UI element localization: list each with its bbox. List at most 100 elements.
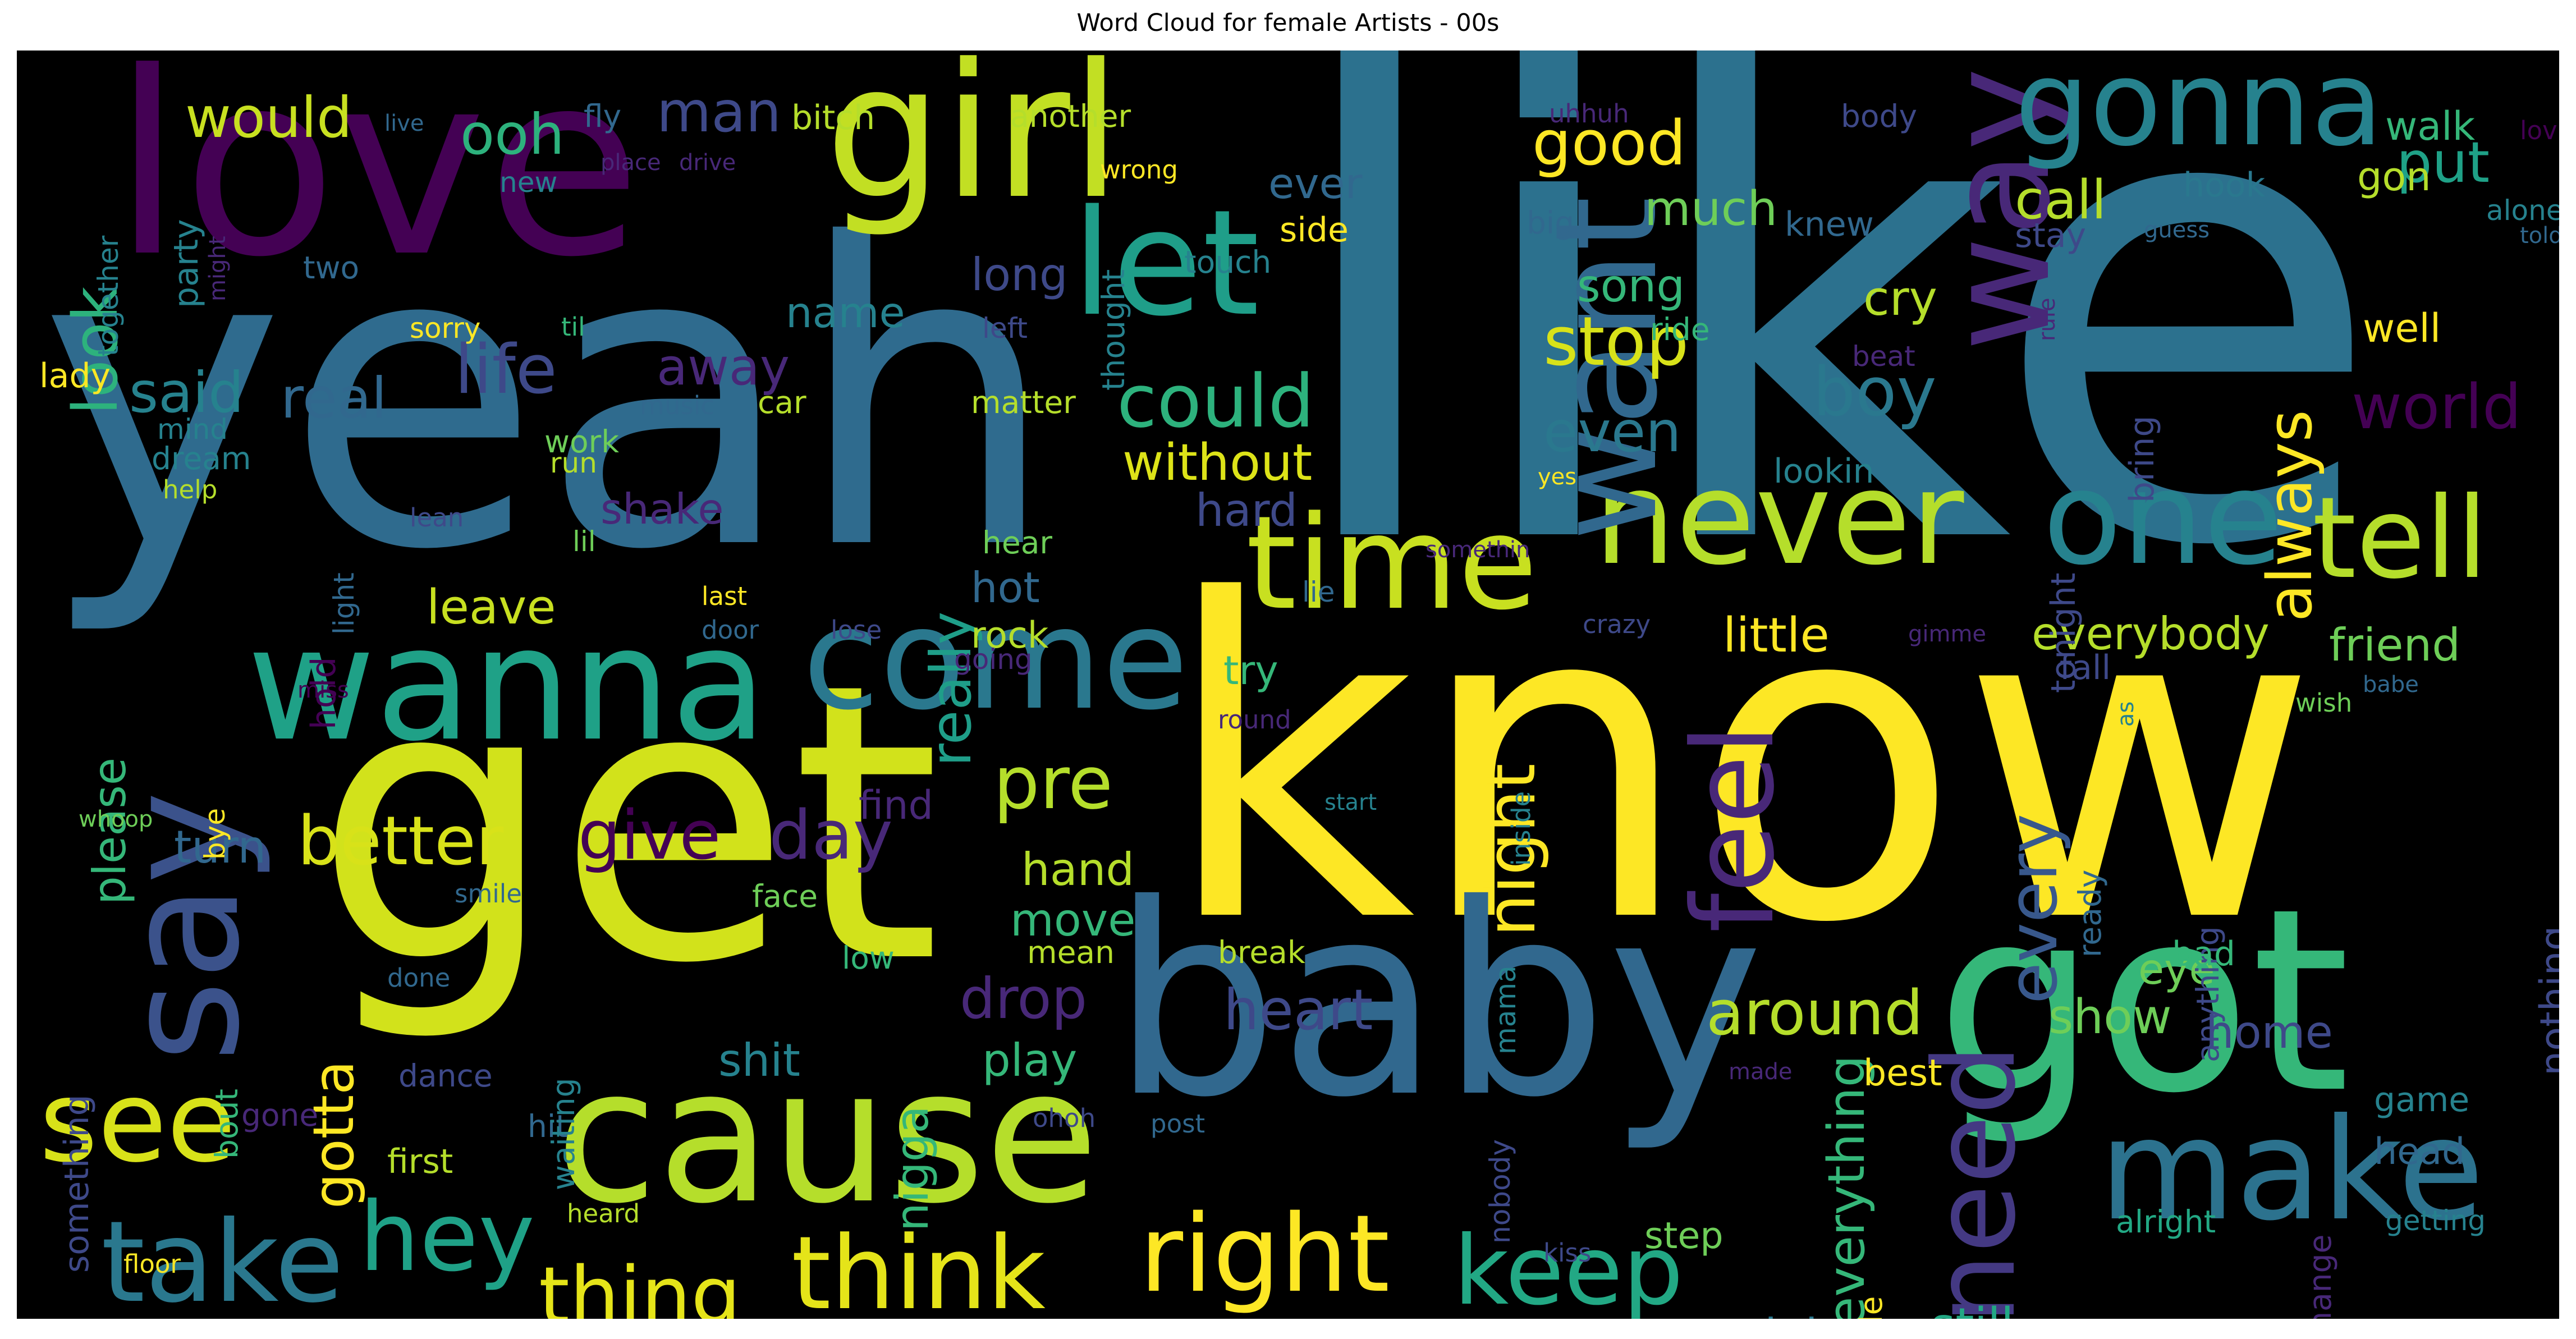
cloud-word-stay: stay [2015, 216, 2087, 255]
cloud-word-shit: shit [718, 1034, 800, 1086]
cloud-word-might: might [205, 236, 231, 301]
cloud-word-bring: bring [2123, 415, 2162, 503]
cloud-word-hey: hey [359, 1182, 535, 1293]
cloud-word-see: see [39, 1057, 236, 1187]
cloud-word-made: made [1729, 1059, 1793, 1085]
cloud-word-love: love [112, 51, 642, 313]
cloud-word-lady: lady [39, 356, 111, 396]
cloud-word-always: always [2253, 410, 2326, 622]
cloud-word-nothing: nothing [2531, 925, 2560, 1076]
cloud-word-fall: fall [2060, 648, 2111, 687]
cloud-word-going: going [954, 643, 1033, 676]
cloud-word-hook: hook [2183, 166, 2266, 205]
cloud-word-getting: getting [2385, 1204, 2486, 1237]
cloud-word-alright: alright [2116, 1204, 2216, 1240]
cloud-word-drive: drive [679, 150, 736, 176]
cloud-word-two: two [303, 250, 360, 286]
cloud-word-could: could [1117, 359, 1315, 444]
cloud-word-touch: touch [1184, 244, 1272, 280]
cloud-word-car: car [758, 384, 806, 420]
cloud-word-bitch: bitch [791, 98, 876, 137]
cloud-word-gon: gon [2357, 154, 2431, 200]
cloud-word-rule: rule [2034, 297, 2060, 341]
cloud-word-would: would [185, 85, 352, 150]
cloud-word-bye: bye [198, 808, 231, 860]
cloud-word-play: play [982, 1034, 1078, 1086]
cloud-word-give: give [578, 797, 721, 875]
cloud-word-lie: lie [1302, 576, 1335, 608]
cloud-word-inside: inside [1506, 791, 1536, 866]
cloud-word-tell: tell [2312, 473, 2488, 604]
cloud-word-rock: rock [971, 615, 1049, 657]
cloud-word-like: like [1280, 51, 2386, 687]
cloud-word-try: try [1223, 648, 1278, 694]
cloud-word-song: song [1577, 260, 1685, 312]
cloud-word-long: long [971, 249, 1068, 301]
cloud-word-drop: drop [960, 966, 1088, 1031]
cloud-word-take: take [101, 1197, 344, 1319]
cloud-word-even: even [1543, 399, 1681, 465]
cloud-word-know: know [1162, 508, 2319, 1018]
cloud-word-much: much [1644, 181, 1778, 237]
cloud-word-day: day [769, 797, 893, 875]
cloud-word-change: change [2302, 1234, 2339, 1319]
cloud-word-think: think [791, 1215, 1046, 1319]
cloud-word-matter: matter [971, 384, 1076, 420]
cloud-word-beat: beat [1852, 340, 1915, 373]
cloud-word-work: work [544, 424, 620, 460]
cloud-word-stop: stop [1543, 303, 1689, 381]
cloud-word-mind: mind [157, 413, 228, 446]
cloud-word-shake: shake [601, 484, 724, 534]
cloud-word-ohoh: ohoh [1033, 1103, 1096, 1133]
cloud-word-whoop: whoop [79, 806, 153, 832]
cloud-word-post: post [1151, 1109, 1206, 1139]
cloud-word-heart: heart [1223, 977, 1373, 1043]
cloud-word-move: move [1010, 894, 1136, 946]
cloud-word-let: let [1072, 179, 1260, 348]
cloud-word-right: right [1139, 1192, 1390, 1316]
cloud-word-dream: dream [152, 441, 251, 476]
cloud-word-bout: bout [209, 1089, 245, 1159]
cloud-word-floor: floor [123, 1249, 181, 1279]
cloud-word-show: show [2048, 989, 2172, 1045]
cloud-word-lil: lil [572, 525, 596, 558]
cloud-word-call: call [2015, 169, 2107, 231]
cloud-word-real: real [281, 365, 387, 431]
cloud-word-every: every [1995, 813, 2073, 1004]
cloud-word-live: live [384, 111, 424, 136]
cloud-word-gimme: gimme [1908, 621, 1987, 647]
cloud-word-ride: ride [1650, 311, 1710, 347]
cloud-word-never: never [1594, 444, 1964, 594]
cloud-word-get: get [314, 603, 941, 1047]
word-cloud-panel: like know yeah get love baby got girl cause wanna… [17, 51, 2559, 1319]
cloud-word-ooh: ooh [460, 102, 565, 167]
cloud-word-another: another [1010, 98, 1131, 134]
cloud-word-yeah: yeah [39, 157, 1058, 640]
cloud-word-break: break [1218, 934, 1305, 970]
cloud-word-everybody: everybody [2032, 608, 2270, 660]
cloud-word-mean: mean [1027, 934, 1115, 970]
cloud-word-hard: hard [1195, 484, 1298, 536]
cloud-word-music: music [640, 391, 715, 420]
cloud-word-ever: ever [1268, 159, 1363, 208]
cloud-word-babe: babe [2363, 672, 2419, 698]
cloud-word-door: door [702, 615, 759, 645]
cloud-word-round: round [1218, 705, 1291, 735]
cloud-word-light: light [327, 572, 360, 635]
cloud-word-thing: thing [539, 1250, 741, 1319]
cloud-word-wish: wish [2295, 688, 2353, 718]
cloud-word-low: low [842, 940, 895, 976]
figure-title: Word Cloud for female Artists - 00s [1076, 9, 1500, 37]
cloud-word-done: done [387, 963, 451, 993]
cloud-word-wanna: wanna [247, 593, 768, 776]
cloud-word-lovin: lovin [2520, 116, 2559, 145]
cloud-word-gotta: gotta [301, 1060, 366, 1209]
cloud-word-as: as [2113, 701, 2139, 727]
cloud-word-better: better [297, 803, 504, 881]
cloud-word-lookin: lookin [1773, 452, 1874, 491]
cloud-word-time: time [1246, 489, 1538, 639]
cloud-word-hand: hand [1021, 843, 1135, 896]
cloud-word-keep: keep [1454, 1216, 1684, 1319]
cloud-word-good: good [1532, 107, 1686, 179]
cloud-word-side: side [1280, 210, 1349, 250]
